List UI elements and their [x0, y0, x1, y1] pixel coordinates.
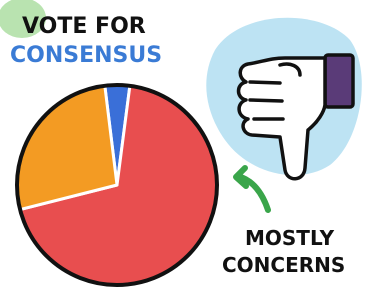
title-line: CONSENSUS — [10, 43, 162, 68]
annotation-line: MOSTLY — [245, 226, 335, 250]
illustration: VOTE FOR CONSENSUS MOSTLY CONCERNS — [0, 0, 367, 290]
arrow — [236, 168, 268, 210]
annotation-line: CONCERNS — [222, 253, 345, 277]
title-line: VOTE FOR — [22, 14, 146, 39]
